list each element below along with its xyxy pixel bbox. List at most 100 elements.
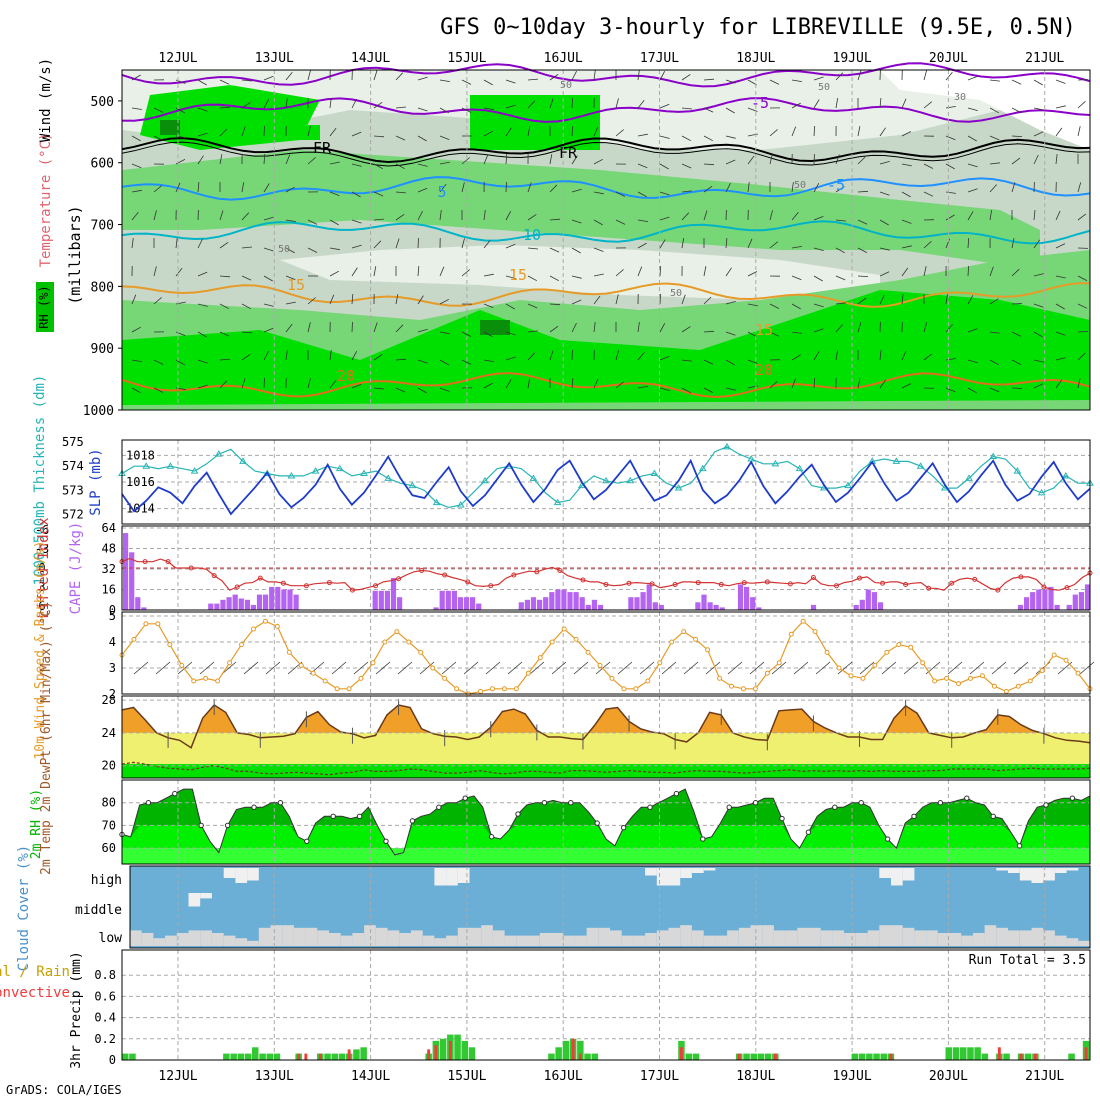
y-tick-label: 0 (109, 1053, 116, 1067)
cape-bar (1036, 590, 1041, 611)
cloud-level-label: low (99, 931, 123, 946)
cape-bar (549, 592, 554, 610)
cloud-low-cell (844, 933, 856, 946)
wind-speed-point (1028, 679, 1032, 683)
contour-label: 15 (287, 276, 305, 294)
precip-convective-bar (680, 1047, 683, 1060)
cape-bar (275, 587, 280, 610)
cape-bar (220, 600, 225, 610)
cloud-clear-cell (458, 868, 470, 883)
cloud-low-cell (130, 930, 142, 946)
precip-convective-bar (890, 1054, 893, 1060)
cloud-low-cell (797, 928, 809, 946)
cape-bar (379, 591, 384, 610)
cloud-low-cell (868, 930, 880, 946)
cape-bar (580, 597, 585, 610)
precip-total-bar (1025, 1054, 1032, 1060)
precip-convective-bar (1085, 1047, 1088, 1060)
rh-point (489, 835, 493, 839)
cloud-low-cell (388, 930, 400, 946)
cape-bar (860, 600, 865, 610)
wind-speed-point (443, 676, 447, 680)
cloud-low-cell (832, 930, 844, 946)
cloud-low-cell (961, 936, 973, 946)
wind-speed-point (753, 687, 757, 691)
wind-speed-point (837, 666, 841, 670)
cloud-clear-cell (704, 868, 716, 871)
cape-bar (519, 602, 524, 610)
wind-speed-point (479, 689, 483, 693)
y-tick-label: 60 (102, 841, 116, 855)
cloud-low-cell (177, 933, 189, 946)
y-tick-label: 1018 (126, 448, 155, 462)
cloud-clear-cell (224, 868, 236, 878)
cloud-clear-cell (692, 868, 704, 873)
wind-speed-point (132, 637, 136, 641)
wind-speed-point (885, 650, 889, 654)
wind-speed-point (359, 676, 363, 680)
cloud-clear-cell (446, 868, 458, 886)
cloud-low-cell (669, 928, 681, 946)
contour-label: 50 (278, 244, 290, 255)
contour-label: FR (559, 144, 578, 162)
date-label-bottom: 13JUL (255, 1069, 294, 1084)
cloud-clear-cell (1067, 868, 1079, 871)
cloud-clear-cell (200, 893, 212, 898)
wind-speed-point (251, 627, 255, 631)
cloud-low-cell (224, 936, 236, 946)
footer-credit: GrADS: COLA/IGES (6, 1083, 122, 1097)
date-label-top: 18JUL (736, 51, 775, 66)
rh-point (727, 805, 731, 809)
date-label-bottom: 15JUL (447, 1069, 486, 1084)
cape-bar (476, 604, 481, 610)
precip-legend-total: tal / Rain (0, 964, 70, 980)
wind-speed-point (729, 684, 733, 688)
cloud-low-cell (821, 930, 833, 946)
wind-speed-point (706, 648, 710, 652)
wind-speed-point (502, 687, 506, 691)
cloud-level-label: middle (75, 903, 122, 918)
cloud-clear-cell (657, 868, 669, 886)
wind-speed-point (909, 645, 913, 649)
y-axis-label-cape: CAPE (J/kg) (68, 522, 84, 615)
wind-barb (1012, 388, 1022, 389)
rh-point (199, 823, 203, 827)
cloud-low-cell (282, 925, 294, 946)
cloud-low-cell (341, 936, 353, 946)
cape-bar (464, 597, 469, 610)
wind-speed-point (992, 684, 996, 688)
cape-bar (233, 595, 238, 610)
cloud-clear-cell (1055, 868, 1067, 873)
cloud-clear-cell (996, 868, 1008, 871)
cape-bar (561, 590, 566, 611)
wind-speed-point (670, 640, 674, 644)
wind-speed-point (419, 650, 423, 654)
rh-point (357, 814, 361, 818)
precip-total-bar (122, 1054, 129, 1060)
cape-bar (866, 590, 871, 611)
date-label-top: 16JUL (544, 51, 583, 66)
wind-speed-point (538, 656, 542, 660)
cloud-low-cell (633, 936, 645, 946)
cloud-clear-cell (645, 868, 657, 876)
date-label-bottom: 12JUL (158, 1069, 197, 1084)
precip-total-bar (686, 1054, 693, 1060)
cloud-low-cell (528, 936, 540, 946)
rh-base-band (122, 848, 1090, 864)
date-label-bottom: 18JUL (736, 1069, 775, 1084)
rh-point (701, 837, 705, 841)
cloud-low-cell (985, 925, 997, 946)
cloud-low-cell (306, 928, 318, 946)
y2-tick-label: 575 (62, 435, 84, 449)
cloud-low-cell (470, 928, 482, 946)
precip-total-bar (324, 1054, 331, 1060)
wind-speed-point (383, 640, 387, 644)
y-tick-label: 70 (102, 818, 116, 832)
cape-bar (214, 604, 219, 610)
precip-total-bar (245, 1054, 252, 1060)
cape-bar (586, 605, 591, 610)
precip-total-bar (873, 1054, 880, 1060)
